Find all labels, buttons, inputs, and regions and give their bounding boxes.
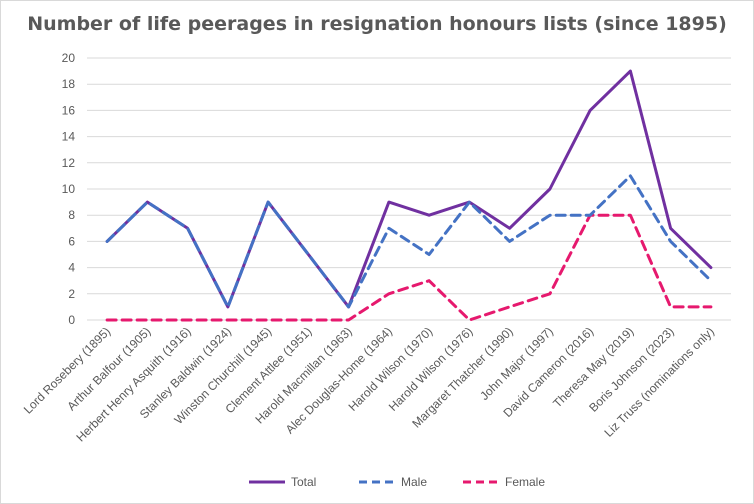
x-axis-categories: Lord Rosebery (1895)Arthur Balfour (1905…	[21, 324, 717, 444]
y-tick-label: 18	[62, 77, 76, 91]
gridlines	[87, 57, 731, 321]
series-line-total	[105, 69, 713, 309]
y-tick-label: 14	[62, 130, 76, 144]
legend: Total Male Female	[249, 475, 545, 489]
series-lines	[105, 69, 713, 322]
y-tick-label: 10	[62, 182, 76, 196]
y-tick-label: 6	[68, 234, 75, 248]
legend-label-female: Female	[505, 475, 545, 489]
chart-title: Number of life peerages in resignation h…	[27, 13, 727, 35]
y-tick-label: 4	[68, 261, 75, 275]
y-tick-label: 8	[68, 208, 75, 222]
x-category-label: John Major (1997)	[477, 324, 556, 403]
y-tick-label: 2	[68, 287, 75, 301]
series-line-male	[105, 174, 713, 309]
y-tick-label: 20	[62, 51, 76, 65]
y-tick-label: 16	[62, 103, 76, 117]
y-tick-label: 0	[68, 313, 75, 327]
legend-label-total: Total	[291, 475, 316, 489]
y-axis-ticks: 0 2 4 6 8 10 12 14 16 18 20	[62, 51, 76, 327]
y-tick-label: 12	[62, 156, 76, 170]
legend-label-male: Male	[401, 475, 427, 489]
